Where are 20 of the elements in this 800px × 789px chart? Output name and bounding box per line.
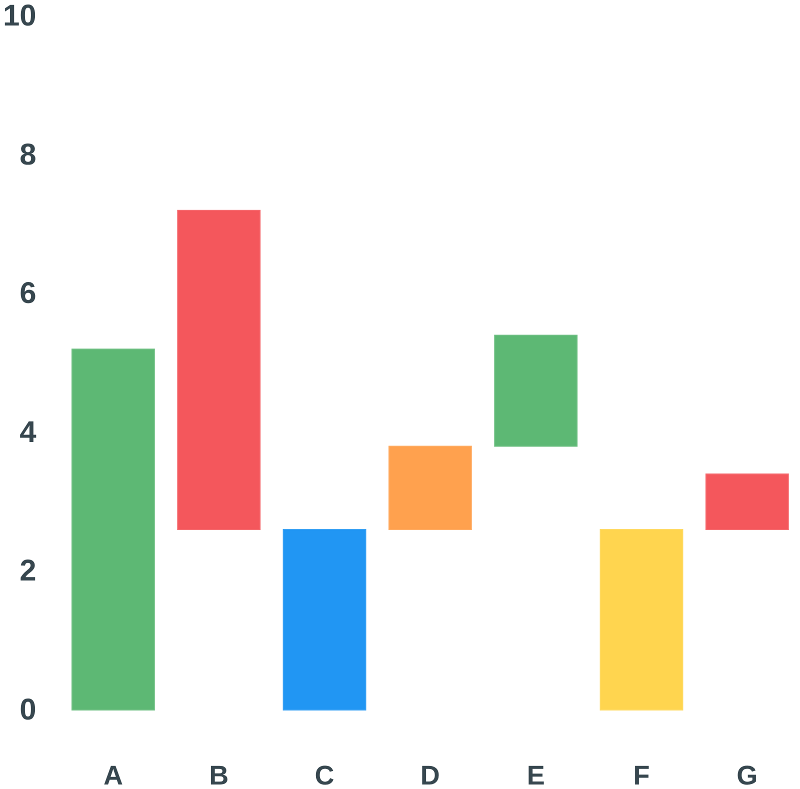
y-tick-label: 2 [20,554,36,588]
bar [388,446,472,530]
bar [177,210,261,530]
x-tick-label: C [314,760,334,789]
x-tick-label: F [633,760,650,789]
x-tick-label: B [209,760,229,789]
bar [71,348,155,710]
x-tick-label: G [736,760,758,789]
bar [494,334,578,447]
x-tick-label: E [526,760,545,789]
x-tick-label: A [103,760,123,789]
y-tick-label: 4 [20,416,37,449]
bar [600,529,684,710]
y-tick-label: 10 [2,0,36,32]
y-tick-label: 8 [20,138,36,172]
bar [705,474,789,530]
y-tick-label: 6 [20,277,36,310]
y-tick-label: 0 [20,694,36,726]
x-tick-label: D [420,760,440,789]
bar [282,529,366,710]
